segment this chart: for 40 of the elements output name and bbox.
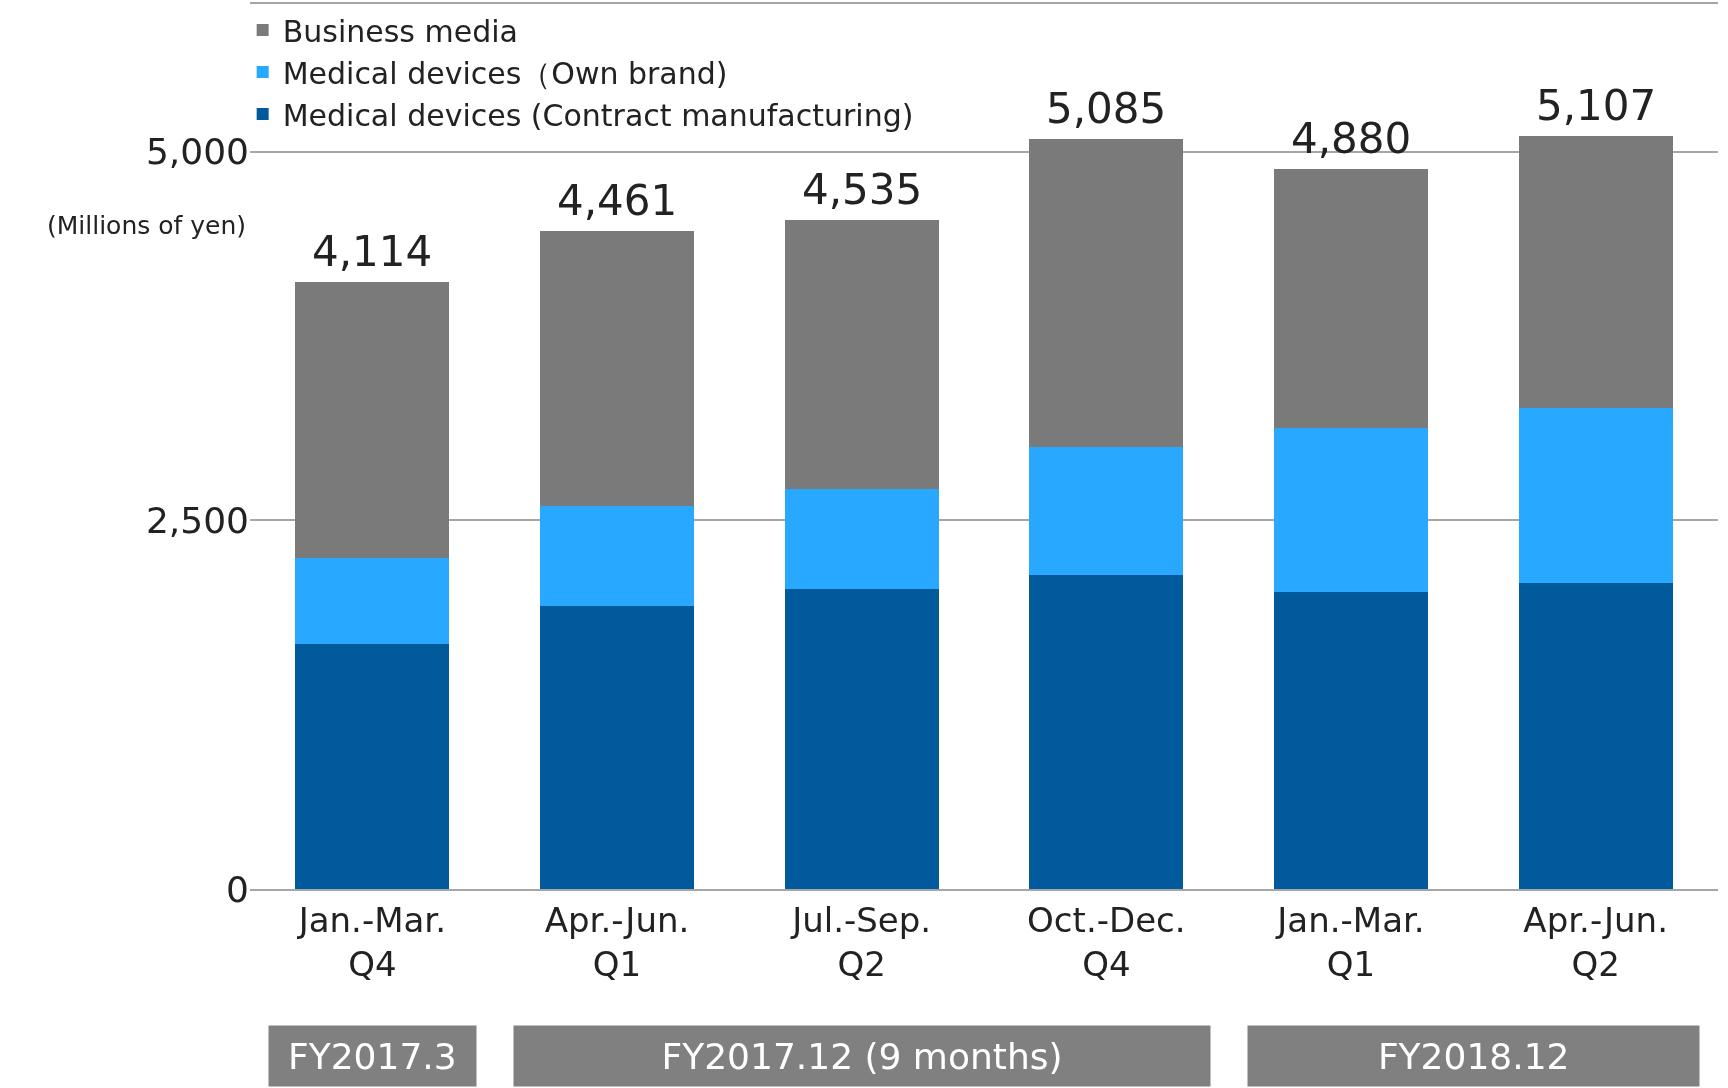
total-label: 4,114 bbox=[312, 227, 433, 276]
bar bbox=[539, 606, 695, 889]
x-tick-label: Jan.-Mar. Q1 bbox=[1275, 899, 1425, 984]
bar bbox=[295, 282, 450, 558]
bar bbox=[1518, 408, 1673, 583]
bar bbox=[1273, 169, 1429, 428]
bar bbox=[1029, 575, 1184, 889]
total-label: 5,107 bbox=[1536, 81, 1657, 130]
y-tick-label: 5,000 bbox=[145, 131, 249, 173]
x-tick-label: Jan.-Mar. Q4 bbox=[296, 899, 446, 984]
bar bbox=[539, 505, 695, 607]
legend-label: Business media bbox=[282, 13, 518, 49]
text: FY2018.12 bbox=[1377, 1035, 1570, 1077]
bar bbox=[295, 643, 450, 889]
bar bbox=[539, 231, 695, 506]
bar bbox=[1029, 138, 1184, 447]
total-label: 5,085 bbox=[1046, 84, 1167, 133]
y-tick-label: 2,500 bbox=[145, 499, 249, 541]
bar bbox=[1273, 427, 1429, 592]
total-label: 4,880 bbox=[1291, 114, 1412, 163]
bar bbox=[784, 220, 939, 490]
legend-label: Medical devices（Own brand) bbox=[282, 55, 728, 91]
y-axis-title: (Millions of yen) bbox=[47, 211, 247, 240]
bar bbox=[1029, 446, 1184, 576]
bar bbox=[295, 557, 450, 644]
text: FY2017.3 bbox=[288, 1035, 457, 1077]
x-tick-label: Jul.-Sep. Q2 bbox=[790, 899, 932, 984]
bar bbox=[784, 489, 939, 589]
y-tick-label: 0 bbox=[226, 868, 249, 910]
bar bbox=[1273, 591, 1429, 889]
x-tick-label: Apr.-Jun. Q2 bbox=[1523, 899, 1668, 984]
bar bbox=[1518, 135, 1673, 408]
x-tick-label: Apr.-Jun. Q1 bbox=[544, 899, 690, 984]
x-tick-label: Oct.-Dec. Q4 bbox=[1027, 899, 1186, 984]
bar bbox=[784, 588, 939, 889]
text: FY2017.12 (9 months) bbox=[661, 1035, 1063, 1077]
total-label: 4,461 bbox=[557, 176, 678, 225]
total-label: 4,535 bbox=[802, 165, 923, 214]
legend-label: Medical devices (Contract manufacturing) bbox=[282, 97, 914, 133]
bar bbox=[1518, 582, 1673, 889]
